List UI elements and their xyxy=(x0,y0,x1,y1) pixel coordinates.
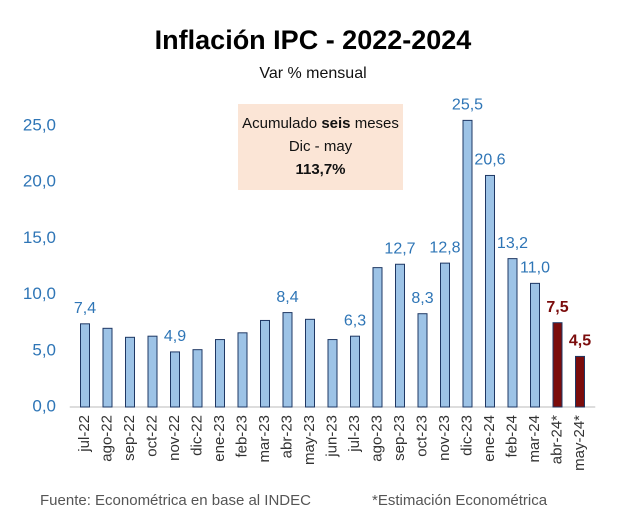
x-tick-label: jul-22 xyxy=(76,415,93,453)
x-tick-label: feb-23 xyxy=(233,415,250,458)
annotation-line: Acumulado seis meses xyxy=(238,112,403,135)
value-label: 13,2 xyxy=(497,235,528,252)
x-tick-label: jul-23 xyxy=(346,415,363,453)
y-tick-label: 25,0 xyxy=(23,115,56,134)
annotation-box: Acumulado seis meses Dic - may 113,7% xyxy=(238,104,403,190)
chart-subtitle: Var % mensual xyxy=(259,65,366,82)
value-label: 12,8 xyxy=(429,239,460,256)
y-tick-label: 10,0 xyxy=(23,284,56,303)
bar xyxy=(440,262,450,408)
value-label: 7,4 xyxy=(74,300,96,317)
x-tick-label: ene-23 xyxy=(211,415,228,462)
x-tick-label: abr-24* xyxy=(548,415,565,464)
x-tick-label: mar-23 xyxy=(256,415,273,463)
bar xyxy=(372,267,383,408)
x-tick-label: ago-22 xyxy=(98,415,115,462)
value-label: 7,5 xyxy=(546,299,568,316)
bar xyxy=(282,312,293,408)
bar xyxy=(237,332,248,408)
annotation-text: Acumulado xyxy=(242,115,318,132)
value-label: 8,3 xyxy=(411,290,433,307)
chart-title: Inflación IPC - 2022-2024 xyxy=(155,25,472,55)
x-tick-label: ene-24 xyxy=(481,415,498,462)
bar xyxy=(552,322,563,408)
x-tick-label: feb-24 xyxy=(503,415,520,458)
value-label: 11,0 xyxy=(520,260,550,277)
x-tick-label: sep-22 xyxy=(121,415,138,461)
x-tick-label: nov-23 xyxy=(436,415,453,461)
bar xyxy=(192,349,203,408)
value-label: 20,6 xyxy=(474,152,505,169)
x-tick-label: dic-22 xyxy=(188,415,205,456)
x-tick-label: oct-22 xyxy=(143,415,160,457)
bar xyxy=(80,323,90,408)
value-label: 6,3 xyxy=(344,312,366,329)
x-tick-label: mar-24 xyxy=(526,415,543,463)
x-tick-label: may-24* xyxy=(571,415,588,471)
value-label: 25,5 xyxy=(452,97,483,114)
x-tick-label: oct-23 xyxy=(413,415,430,457)
annotation-line: 113,7% xyxy=(295,161,346,178)
bar xyxy=(507,258,518,408)
bar xyxy=(260,319,270,408)
x-tick-label: ago-23 xyxy=(368,415,385,462)
y-tick-label: 20,0 xyxy=(23,172,56,191)
value-label: 12,7 xyxy=(384,240,415,257)
bar xyxy=(417,313,428,408)
value-label: 8,4 xyxy=(276,289,298,306)
x-tick-label: sep-23 xyxy=(391,415,408,461)
bar xyxy=(462,119,473,408)
bar xyxy=(575,355,585,408)
annotation-text: seis xyxy=(321,115,351,132)
bar xyxy=(305,318,315,408)
y-tick-label: 5,0 xyxy=(32,340,56,359)
bar xyxy=(215,339,225,408)
bar xyxy=(530,282,540,408)
bar xyxy=(147,335,158,408)
y-tick-label: 15,0 xyxy=(23,228,56,247)
source-note: Fuente: Econométrica en base al INDEC xyxy=(40,492,311,509)
x-tick-label: abr-23 xyxy=(278,415,295,458)
bar xyxy=(485,174,495,408)
bar xyxy=(395,263,405,408)
annotation-text: meses xyxy=(354,115,399,132)
annotation-line: Dic - may xyxy=(288,138,353,155)
bar xyxy=(327,339,338,408)
x-tick-label: dic-23 xyxy=(458,415,475,456)
bar xyxy=(350,335,360,408)
x-tick-label: may-23 xyxy=(301,415,318,465)
bar xyxy=(102,327,113,408)
bar xyxy=(125,336,135,408)
bar xyxy=(170,351,180,408)
x-tick-label: nov-22 xyxy=(166,415,183,461)
y-tick-label: 0,0 xyxy=(32,396,56,415)
value-label: 4,5 xyxy=(569,333,591,350)
estimate-note: *Estimación Econométrica xyxy=(372,492,548,509)
value-label: 4,9 xyxy=(164,328,186,345)
x-tick-label: jun-23 xyxy=(323,415,340,458)
